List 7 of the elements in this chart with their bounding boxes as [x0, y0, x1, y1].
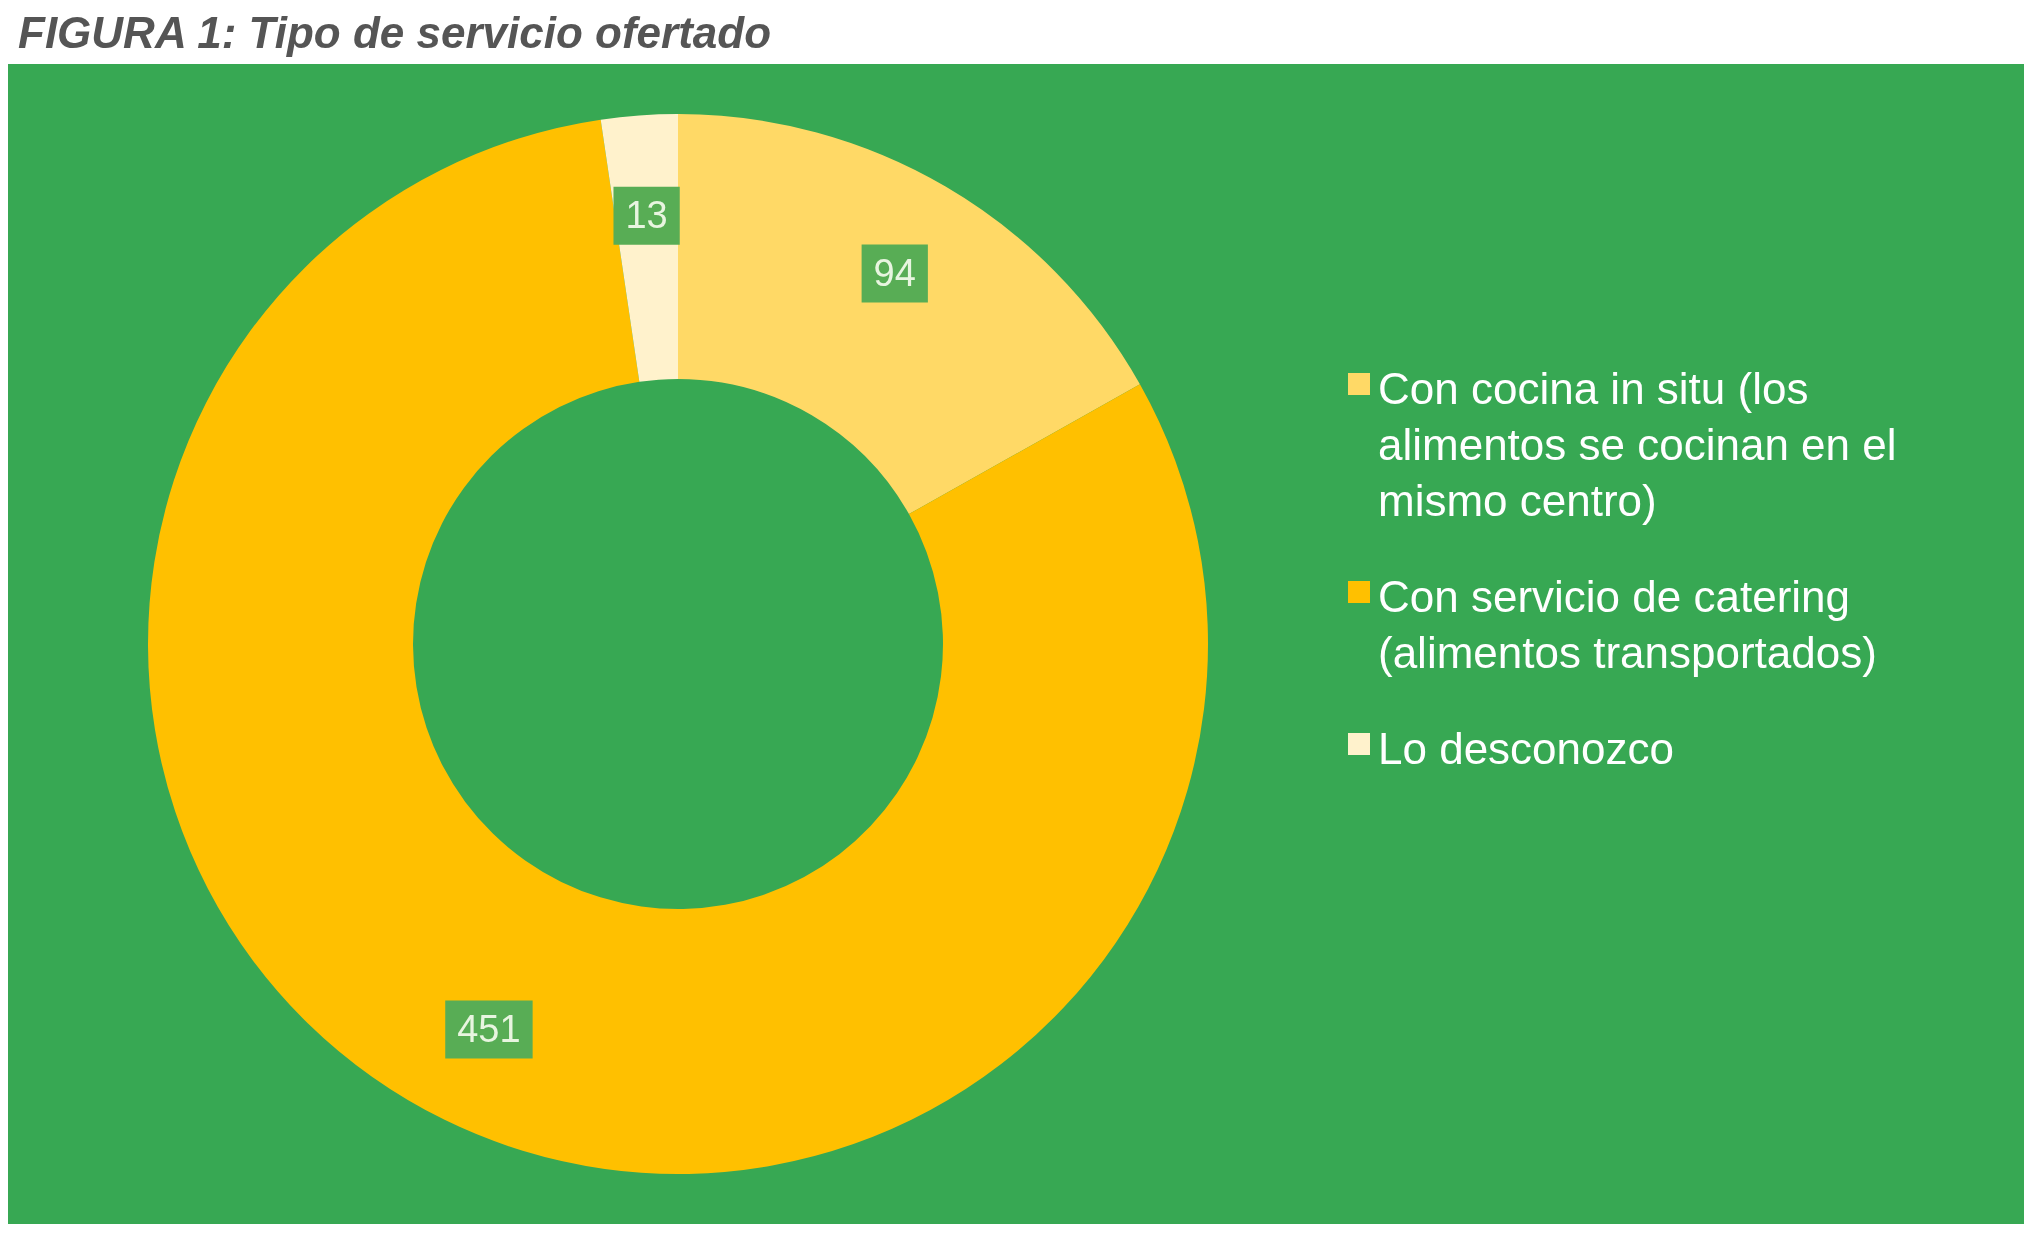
- legend-label: Con servicio de catering (alimentos transportados): [1378, 571, 1878, 679]
- data-label: 451: [457, 1007, 521, 1050]
- data-label: 94: [873, 251, 916, 294]
- legend-label: Con cocina in situ (los alimentos se cocinan en el mismo centro): [1378, 363, 1898, 527]
- legend-label: Lo desconozco: [1378, 723, 1674, 775]
- data-label: 13: [625, 194, 668, 237]
- chart-title: FIGURA 1: Tipo de servicio ofertado: [17, 8, 772, 59]
